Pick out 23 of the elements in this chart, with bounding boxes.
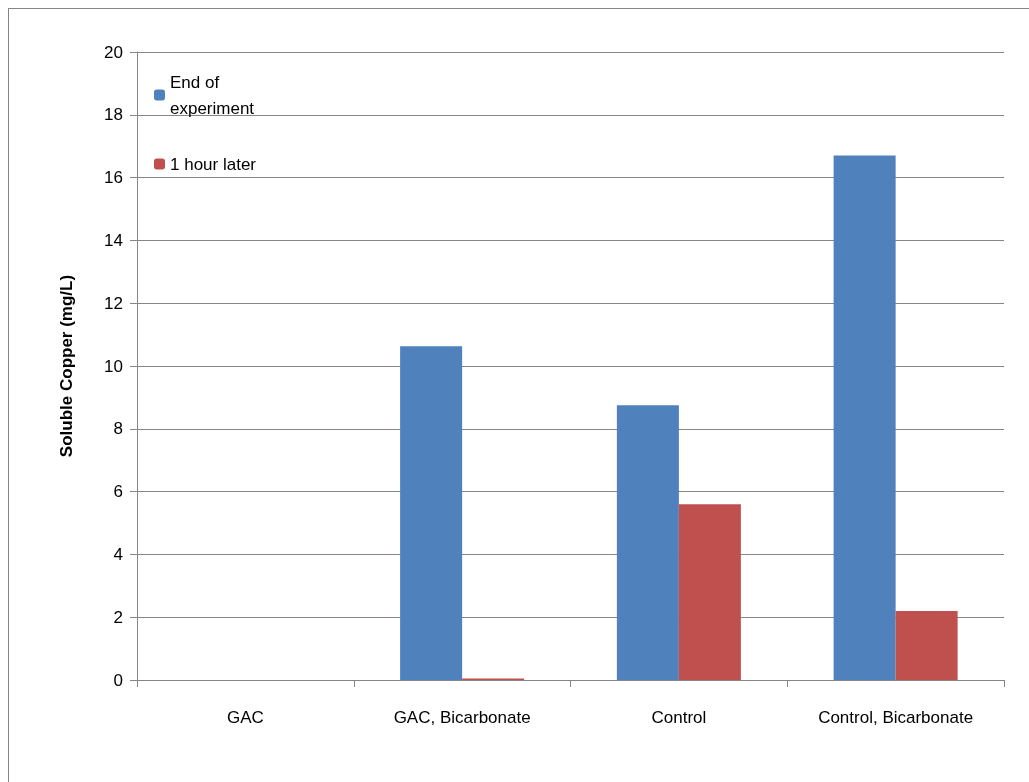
legend-label: End of experiment — [170, 72, 255, 118]
y-tick-label: 18 — [104, 105, 123, 125]
y-tick-label: 4 — [113, 544, 123, 564]
bar — [678, 504, 741, 680]
y-tick-label: 12 — [104, 293, 123, 313]
y-tick-label: 16 — [104, 168, 123, 188]
x-tick-label: Control, Bicarbonate — [818, 707, 974, 727]
y-tick-label: 0 — [113, 670, 123, 690]
x-tick-label: GAC, Bicarbonate — [393, 707, 531, 727]
y-tick-label: 6 — [113, 482, 123, 502]
bar — [616, 405, 679, 680]
y-tick-label: 20 — [104, 42, 123, 62]
x-tick-label: Control — [651, 707, 707, 727]
y-tick-label: 8 — [113, 419, 123, 439]
y-tick-label: 14 — [104, 230, 123, 250]
bar — [400, 346, 463, 680]
bar — [895, 610, 958, 680]
bar — [833, 155, 896, 680]
y-tick-label: 10 — [104, 356, 123, 376]
y-axis-title: Soluble Copper (mg/L) — [57, 274, 76, 458]
x-tick-label: GAC — [226, 707, 264, 727]
legend-label: 1 hour later — [170, 154, 257, 174]
y-tick-label: 2 — [113, 607, 123, 627]
